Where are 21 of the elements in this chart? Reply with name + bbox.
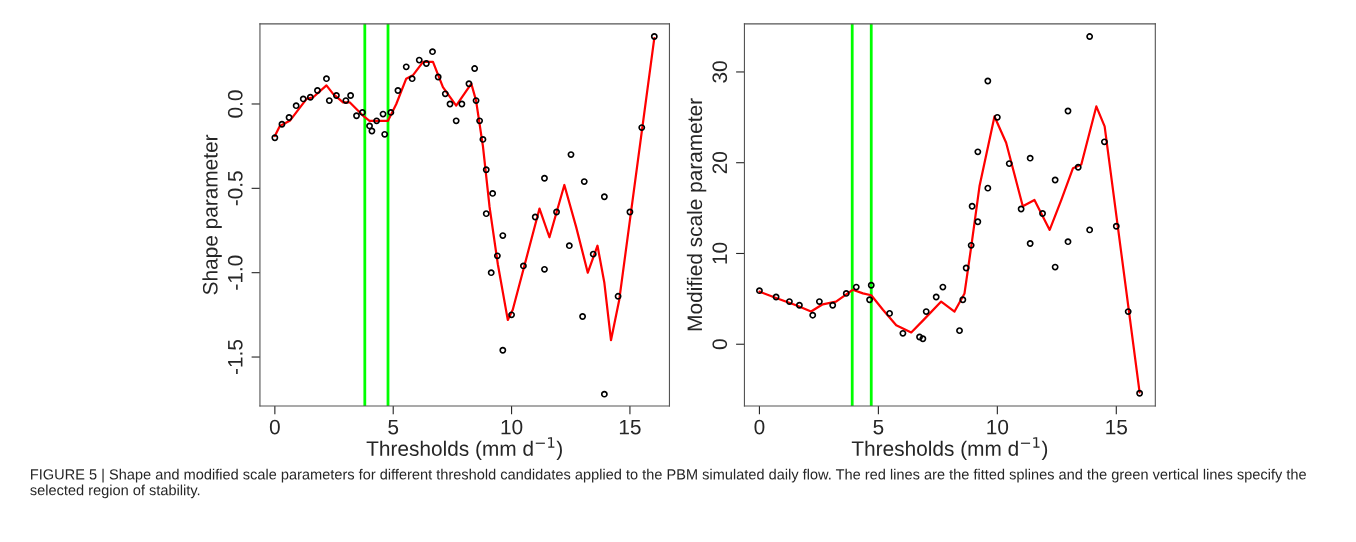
y-tick-label: -1.5 (228, 339, 243, 375)
x-tick-label: 0 (269, 419, 280, 435)
y-tick-label: 30 (712, 61, 728, 83)
x-tick-label: 10 (987, 419, 1009, 435)
y-tick-label: 0.0 (227, 90, 243, 118)
x-tick-label: 0 (754, 419, 765, 435)
y-tick-label: 10 (712, 242, 728, 264)
y-tick-label: -0.5 (227, 171, 243, 206)
y-tick-label: 20 (712, 151, 728, 174)
x-tick-label: 15 (619, 419, 641, 435)
x-axis-title: Thresholds (mm d$^{−1}$) (851, 437, 1048, 461)
y-tick-label: -1.0 (227, 255, 243, 290)
y-axis-title: Modified scale parameter (686, 98, 707, 331)
caption: FIGURE 5 | Shape and modified scale parameters for different threshold candidates applied to the PBM simulated daily flow. The red lines are the fitted splines and the green vertical lines specify the selected region of stability. (30, 468, 1306, 499)
x-tick-label: 15 (1106, 419, 1128, 435)
y-axis-title: Shape parameter (202, 134, 222, 295)
x-tick-label: 10 (501, 419, 523, 435)
y-tick-label: 0 (712, 339, 728, 350)
x-axis-title: Thresholds (mm d$^{−1}$) (366, 437, 562, 461)
x-tick-label: 5 (388, 419, 399, 435)
x-tick-label: 5 (873, 419, 884, 435)
